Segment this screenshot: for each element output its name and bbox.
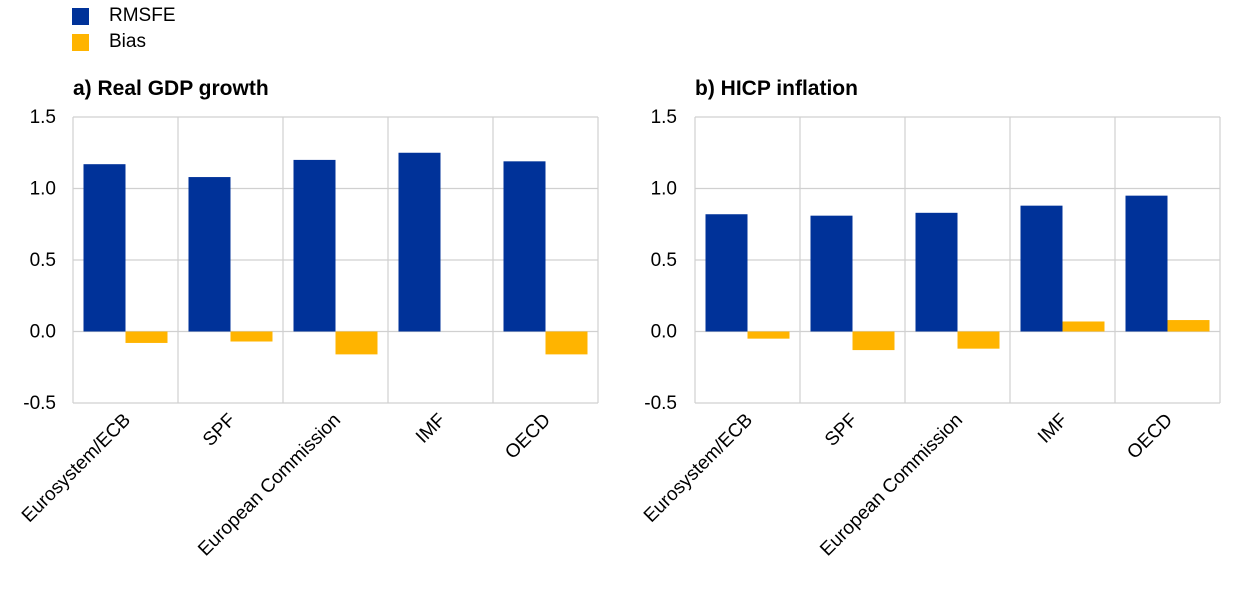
x-tick-label: Eurosystem/ECB: [18, 410, 135, 527]
legend: RMSFE Bias: [72, 3, 176, 55]
x-tick-label: SPF: [199, 410, 240, 451]
y-tick-label: 0.5: [30, 250, 56, 271]
y-tick-label: 1.0: [651, 179, 677, 200]
y-tick-label: 0.0: [651, 322, 677, 343]
x-tick-label: IMF: [412, 410, 450, 448]
y-tick-label: 1.5: [651, 107, 677, 128]
bar-rmsfe-spf: [810, 215, 853, 332]
bar-rmsfe-spf: [188, 177, 231, 332]
x-tick-label: Eurosystem/ECB: [640, 410, 757, 527]
y-tick-label: 1.0: [30, 179, 56, 200]
legend-label-bias: Bias: [109, 31, 146, 52]
bar-rmsfe-eurosystem-ecb: [705, 214, 748, 332]
x-tick-label: SPF: [821, 410, 862, 451]
legend-item-bias: Bias: [72, 29, 176, 55]
bar-rmsfe-oecd: [503, 161, 546, 332]
legend-item-rmsfe: RMSFE: [72, 3, 176, 29]
bar-bias-oecd: [545, 331, 588, 355]
bar-bias-oecd: [1167, 320, 1210, 332]
chart-title: a) Real GDP growth: [73, 77, 269, 100]
bar-rmsfe-imf: [1020, 205, 1063, 332]
legend-swatch-bias: [72, 33, 89, 51]
x-tick-label: IMF: [1034, 410, 1072, 448]
legend-label-rmsfe: RMSFE: [109, 5, 176, 26]
y-tick-label: 0.5: [651, 250, 677, 271]
y-tick-label: -0.5: [23, 393, 56, 414]
x-tick-label: OECD: [501, 410, 555, 464]
chart-panel-1: a) Real GDP growth 1.5 1.0 0.5 0.0 -0.5Eurosy…: [18, 77, 599, 560]
bar-bias-european-commission: [335, 331, 378, 355]
x-tick-label: OECD: [1123, 410, 1177, 464]
chart-panel-2: b) HICP inflation 1.5 1.0 0.5 0.0 -0.5Eurosys…: [640, 77, 1221, 560]
bar-bias-eurosystem-ecb: [125, 331, 168, 343]
bar-rmsfe-eurosystem-ecb: [83, 164, 126, 332]
bar-bias-imf: [1062, 321, 1105, 332]
bar-bias-european-commission: [957, 331, 1000, 349]
bar-rmsfe-imf: [398, 152, 441, 332]
y-tick-label: -0.5: [644, 393, 677, 414]
bar-bias-spf: [230, 331, 273, 342]
bar-bias-spf: [852, 331, 895, 351]
bar-rmsfe-oecd: [1125, 195, 1168, 332]
bar-rmsfe-european-commission: [293, 159, 336, 332]
y-tick-label: 1.5: [30, 107, 56, 128]
legend-swatch-rmsfe: [72, 7, 89, 25]
bar-bias-eurosystem-ecb: [747, 331, 790, 339]
bar-rmsfe-european-commission: [915, 212, 958, 332]
chart-title: b) HICP inflation: [695, 77, 858, 100]
y-tick-label: 0.0: [30, 322, 56, 343]
